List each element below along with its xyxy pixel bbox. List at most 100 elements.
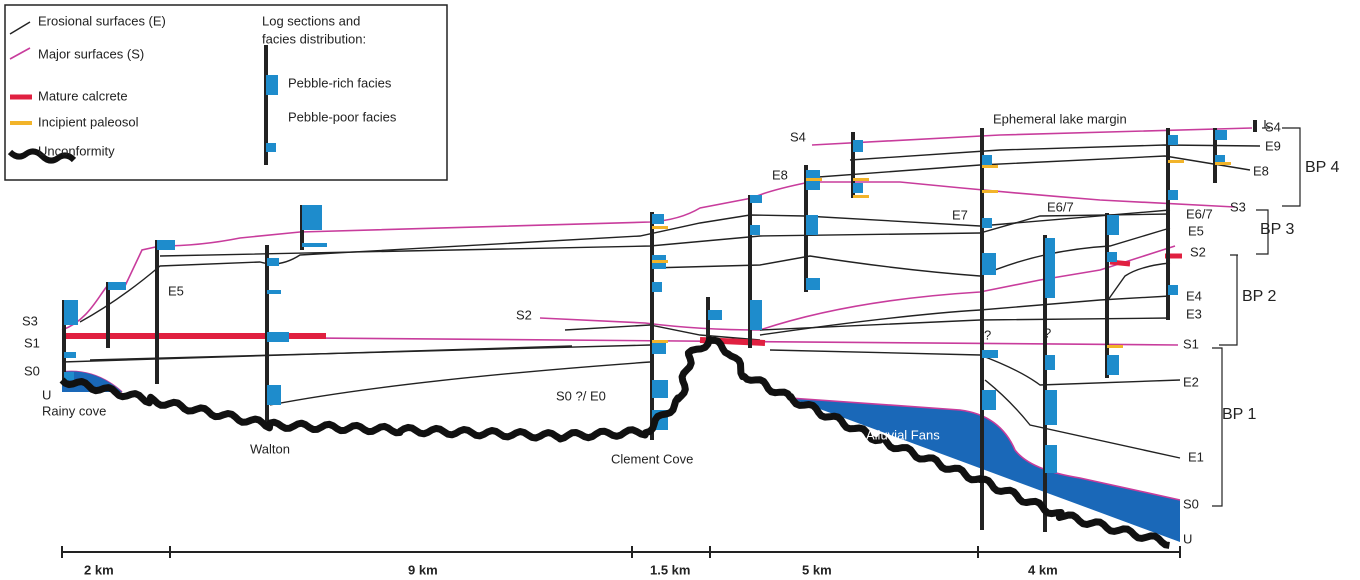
erosional-surface xyxy=(850,145,1260,160)
facies-block xyxy=(806,215,818,235)
facies-block xyxy=(1107,252,1117,262)
paleosol xyxy=(853,195,869,198)
facies-block xyxy=(302,205,322,230)
paleosol xyxy=(1215,162,1231,165)
facies-block xyxy=(750,195,762,203)
facies-block xyxy=(708,310,722,320)
facies-block xyxy=(267,332,289,342)
legend-label: Major surfaces (S) xyxy=(38,46,144,61)
legend-swatch xyxy=(266,75,278,95)
paleosol xyxy=(806,178,822,181)
facies-block xyxy=(1045,390,1057,425)
package-label: BP 1 xyxy=(1222,406,1257,423)
scale-label: 1.5 km xyxy=(650,562,690,577)
locality-label: Rainy cove xyxy=(42,403,106,418)
legend-label: Pebble-poor facies xyxy=(288,109,397,124)
facies-block xyxy=(853,183,863,193)
facies-block xyxy=(982,218,992,228)
facies-block xyxy=(982,253,996,275)
annotation: E5 xyxy=(168,283,184,298)
legend-label: Log sections and xyxy=(262,13,360,28)
annotation: S2 xyxy=(516,307,532,322)
facies-block xyxy=(1045,238,1055,298)
paleosol xyxy=(853,178,869,181)
surface-label: E4 xyxy=(1186,288,1202,303)
major-surface xyxy=(812,128,1252,145)
legend-label: Incipient paleosol xyxy=(38,114,139,129)
log-sections xyxy=(64,120,1255,532)
facies-block xyxy=(108,282,126,290)
scale-label: 2 km xyxy=(84,562,114,577)
surface-label: S3 xyxy=(1230,199,1246,214)
facies-block xyxy=(267,258,279,266)
scale-label: 9 km xyxy=(408,562,438,577)
facies-block xyxy=(982,155,992,165)
facies-block xyxy=(64,352,76,358)
erosional-surface xyxy=(90,345,650,360)
paleosol xyxy=(982,190,998,193)
package-label: BP 3 xyxy=(1260,221,1295,238)
calcrete xyxy=(1110,262,1130,264)
paleosol xyxy=(652,260,668,263)
alluvial-fan xyxy=(790,398,1180,542)
paleosol xyxy=(1107,345,1123,348)
legend-label: Erosional surfaces (E) xyxy=(38,13,166,28)
surface-label: E9 xyxy=(1265,138,1281,153)
facies-block xyxy=(64,300,78,325)
erosional-surface xyxy=(805,156,1250,178)
facies-block xyxy=(1107,355,1119,375)
annotation: S0 ?/ E0 xyxy=(556,388,606,403)
facies-block xyxy=(982,350,998,358)
annotation: E6/7 xyxy=(1047,199,1074,214)
paleosol xyxy=(652,340,668,343)
annotation: S4 xyxy=(790,129,806,144)
major-surface xyxy=(540,246,1175,330)
surface-label: E2 xyxy=(1183,374,1199,389)
erosional-surface xyxy=(650,228,1170,276)
locality-label: Clement Cove xyxy=(611,451,693,466)
locality-label: Walton xyxy=(250,441,290,456)
legend-label: Pebble-rich facies xyxy=(288,75,392,90)
legend-swatch xyxy=(266,143,276,152)
surface-label: S4 xyxy=(1265,119,1281,134)
package-label: BP 4 xyxy=(1305,159,1340,176)
facies-block xyxy=(750,225,760,235)
facies-block xyxy=(853,140,863,152)
surface-label: U xyxy=(1183,531,1192,546)
surface-label: U xyxy=(42,387,51,402)
erosional-surface xyxy=(1108,263,1170,300)
facies-block xyxy=(652,380,668,398)
facies-block xyxy=(1168,135,1178,145)
surface-label: S3 xyxy=(22,313,38,328)
facies-block xyxy=(652,282,662,292)
facies-block xyxy=(652,214,664,224)
surface-label: S1 xyxy=(1183,336,1199,351)
annotation: E7 xyxy=(952,207,968,222)
legend-label: facies distribution: xyxy=(262,31,366,46)
facies-block xyxy=(1045,355,1055,370)
annotation: E8 xyxy=(772,167,788,182)
surface-label: E5 xyxy=(1188,223,1204,238)
scale-label: 4 km xyxy=(1028,562,1058,577)
facies-block xyxy=(267,385,281,405)
surface-label: E8 xyxy=(1253,163,1269,178)
surface-label: E1 xyxy=(1188,449,1204,464)
erosional-surface xyxy=(985,380,1180,458)
annotation: Ephemeral lake margin xyxy=(993,111,1127,126)
surface-label: S0 xyxy=(24,363,40,378)
facies-block xyxy=(982,390,996,410)
annotation: ? xyxy=(984,327,991,342)
legend-label: Mature calcrete xyxy=(38,88,128,103)
facies-block xyxy=(1107,215,1119,235)
cross-section: Erosional surfaces (E) Major surfaces (S… xyxy=(0,0,1360,580)
facies-block xyxy=(1168,190,1178,200)
facies-block xyxy=(1168,285,1178,295)
surface-label: S0 xyxy=(1183,496,1199,511)
annotation: ? xyxy=(1044,325,1051,340)
facies-block xyxy=(1215,130,1227,140)
legend-label: Unconformity xyxy=(38,143,115,158)
facies-block xyxy=(806,278,820,290)
surface-label: E6/7 xyxy=(1186,206,1213,221)
paleosol xyxy=(652,226,668,229)
scale-label: 5 km xyxy=(802,562,832,577)
